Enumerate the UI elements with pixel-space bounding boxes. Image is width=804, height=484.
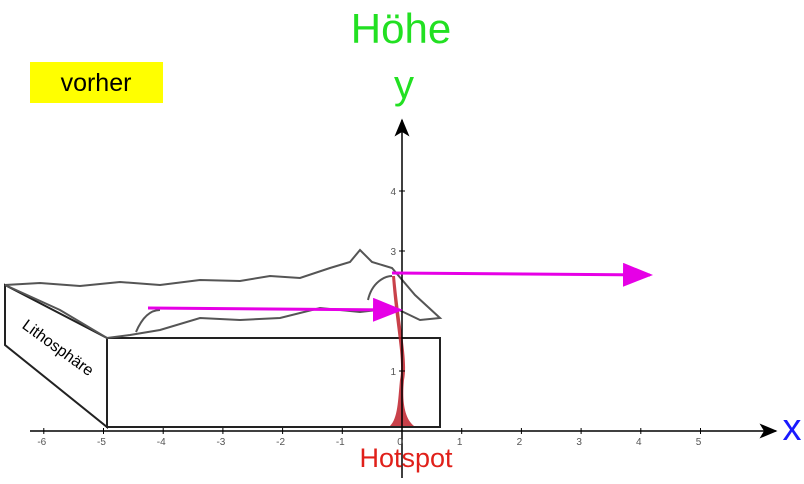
x-tick-label: 3 — [576, 437, 582, 448]
y-tick-label: 4 — [390, 187, 396, 198]
x-tick-label: 1 — [457, 437, 463, 448]
y-title: Höhe — [351, 5, 451, 52]
state-box — [30, 62, 163, 103]
y-label: y — [394, 63, 414, 107]
x-tick-label: 5 — [696, 437, 702, 448]
ticks: -6 -5 -4 -3 -2 -1 0 1 2 3 4 5 1 3 4 — [37, 187, 701, 448]
hotspot-label: Hotspot — [359, 443, 453, 473]
x-tick-label: 2 — [517, 437, 523, 448]
y-tick-label: 1 — [390, 367, 396, 378]
x-tick-label: 0 — [397, 437, 403, 448]
lithosphere-block — [4, 248, 443, 430]
x-tick-label: -2 — [276, 437, 285, 448]
y-tick-label: 3 — [390, 247, 396, 258]
motion-arrow — [147, 297, 403, 322]
x-tick-label: -4 — [157, 437, 166, 448]
state-label: vorher — [61, 69, 132, 97]
x-tick-label: -3 — [216, 437, 225, 448]
x-tick-label: -5 — [97, 437, 106, 448]
x-tick-label: -6 — [37, 437, 46, 448]
x-tick-label: 4 — [636, 437, 642, 448]
x-tick-label: -1 — [336, 437, 345, 448]
motion-arrow — [391, 262, 653, 287]
x-label: x — [783, 407, 802, 449]
